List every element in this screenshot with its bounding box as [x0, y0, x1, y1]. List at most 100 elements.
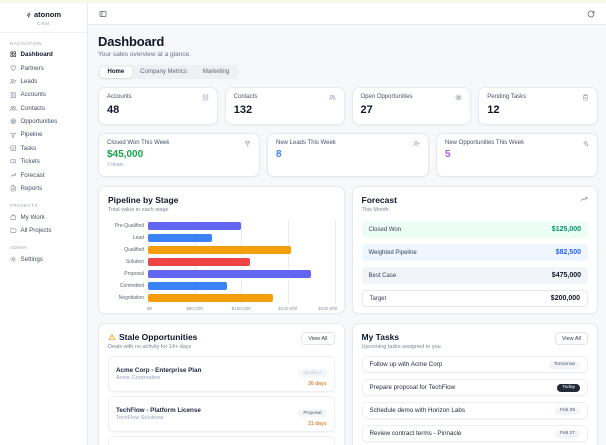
task-due-badge: Feb 27	[555, 429, 580, 438]
forecast-row-value: $82,500	[555, 249, 581, 256]
sidebar-admin: Settings	[0, 253, 87, 266]
building-icon	[10, 92, 17, 99]
forecast-row-label: Target	[369, 295, 387, 302]
gridline	[334, 220, 336, 304]
refresh-icon[interactable]	[587, 10, 595, 18]
kpi-card: Accounts 48	[98, 87, 218, 125]
opportunity-name: Acme Corp - Enterprise Plan	[116, 366, 202, 374]
week-stat-value: 8	[276, 149, 282, 160]
sidebar-item-label: Forecast	[20, 171, 45, 179]
kpi-card: Pending Tasks 12	[478, 87, 598, 125]
task-row[interactable]: Prepare proposal for TechFlow Today	[361, 379, 588, 396]
folder-icon	[10, 227, 17, 234]
sidebar-item-label: Settings	[20, 256, 43, 264]
bar-row	[148, 292, 335, 304]
users-icon	[328, 94, 336, 101]
sidebar-item[interactable]: Leads	[0, 75, 87, 88]
forecast-row: Target $200,000	[361, 290, 588, 307]
sidebar-item[interactable]: Tasks	[0, 142, 87, 155]
task-due-badge: Tomorrow	[548, 360, 580, 369]
week-stat-label: Closed Won This Week	[107, 139, 170, 146]
task-row[interactable]: Schedule demo with Horizon Labs Feb 25	[361, 402, 588, 419]
brand-product: CRM	[37, 20, 50, 26]
stage-label: Pre-Qualified	[114, 223, 144, 229]
tasks-view-all-button[interactable]: View All	[554, 332, 588, 345]
week-stat-note: 3 deals	[107, 162, 124, 168]
task-due-badge: Feb 25	[555, 406, 580, 415]
sidebar-item-label: Reports	[20, 184, 43, 192]
sidebar-item[interactable]: Partners	[0, 61, 87, 74]
target-icon	[10, 118, 17, 125]
sidebar-item[interactable]: Pipeline	[0, 128, 87, 141]
handshake-icon	[10, 65, 17, 72]
stage-bar	[148, 293, 274, 303]
sidebar-item[interactable]: Forecast	[0, 168, 87, 181]
my-tasks-panel: My Tasks Upcoming tasks assigned to you …	[351, 323, 598, 445]
forecast-row-value: $200,000	[550, 295, 580, 302]
stale-opportunity-row[interactable]: Pinnacle - Annual Subscription Pinnacle …	[108, 436, 335, 445]
kpi-card: Open Opportunities 27	[351, 87, 472, 125]
brand-logo: atonom CRM	[0, 3, 87, 33]
pipeline-plot	[148, 220, 336, 304]
opportunity-company: TechFlow Solutions	[116, 415, 164, 422]
forecast-rows: Closed Won $125,000 Weighted Pipeline $8…	[361, 221, 588, 307]
forecast-row-label: Best Case	[368, 272, 397, 279]
sidebar-item[interactable]: Opportunities	[0, 115, 87, 128]
gridline	[287, 220, 289, 304]
building-icon	[202, 94, 209, 101]
dashboard-tabs: Home Company Metrics Marketing	[98, 65, 239, 79]
stage-label: Committed	[119, 283, 144, 289]
sidebar-item[interactable]: Settings	[0, 253, 87, 266]
pipeline-chart: Pre-Qualified Lead Qualified Solution Propos…	[108, 220, 336, 304]
task-name: Review contract terms - Pinnacle	[369, 430, 462, 437]
user-plus-icon	[10, 78, 17, 85]
task-row[interactable]: Review contract terms - Pinnacle Feb 27	[361, 425, 588, 442]
sidebar-section-navigation: Navigation	[10, 40, 43, 46]
sidebar-item[interactable]: My Work	[0, 211, 87, 224]
pipeline-title: Pipeline by Stage	[108, 195, 179, 205]
check-square-icon	[10, 145, 17, 152]
sidebar-item[interactable]: All Projects	[0, 224, 87, 237]
task-row[interactable]: Follow up with Acme Corp Tomorrow	[361, 356, 588, 373]
kpi-value: 12	[487, 103, 500, 116]
sidebar-item[interactable]: Accounts	[0, 88, 87, 101]
topbar	[88, 3, 606, 25]
sidebar-item-label: Tasks	[20, 144, 37, 152]
panel-left-icon[interactable]	[99, 10, 107, 18]
kpi-label: Accounts	[107, 94, 132, 100]
stale-opportunity-row[interactable]: TechFlow - Platform License TechFlow Sol…	[108, 396, 335, 432]
x-axis-tick: $240,000	[278, 306, 298, 311]
pipeline-y-labels: Pre-Qualified Lead Qualified Solution Propos…	[108, 220, 148, 304]
stale-view-all-button[interactable]: View All	[301, 332, 335, 345]
grid-icon	[10, 51, 17, 58]
forecast-row: Weighted Pipeline $82,500	[361, 244, 588, 261]
x-axis-tick: $0	[146, 306, 153, 311]
task-due-badge: Today	[557, 383, 580, 392]
stale-opportunity-row[interactable]: Acme Corp - Enterprise Plan Acme Corpora…	[108, 356, 335, 392]
sidebar-item[interactable]: Dashboard	[0, 48, 87, 61]
stage-label: Proposal	[124, 271, 144, 277]
trophy-icon	[244, 140, 251, 147]
tasks-title: My Tasks	[361, 332, 400, 342]
sidebar-item[interactable]: Reports	[0, 182, 87, 195]
brand-name: atonom	[33, 10, 62, 19]
logo-icon	[26, 11, 32, 18]
sidebar-item-label: Pipeline	[20, 131, 43, 139]
sidebar-nav: Dashboard Partners Leads Account	[0, 48, 87, 195]
sidebar-item[interactable]: Contacts	[0, 102, 87, 115]
file-chart-icon	[10, 185, 17, 192]
x-axis-tick: $160,000	[231, 306, 251, 311]
tab[interactable]: Marketing	[202, 69, 230, 75]
sidebar-item[interactable]: Tickets	[0, 155, 87, 168]
forecast-row-label: Closed Won	[368, 226, 402, 233]
gear-icon	[10, 256, 17, 263]
tab[interactable]: Company Metrics	[140, 69, 187, 75]
forecast-title: Forecast	[361, 195, 397, 205]
forecast-subtitle: This Month	[361, 207, 389, 213]
forecast-row-value: $125,000	[551, 226, 581, 233]
task-name: Schedule demo with Horizon Labs	[369, 407, 466, 414]
pipeline-bars	[148, 220, 335, 304]
week-stat-label: New Opportunities This Week	[445, 139, 525, 146]
tab[interactable]: Home	[99, 66, 133, 78]
stage-badge: Proposal	[298, 408, 327, 417]
